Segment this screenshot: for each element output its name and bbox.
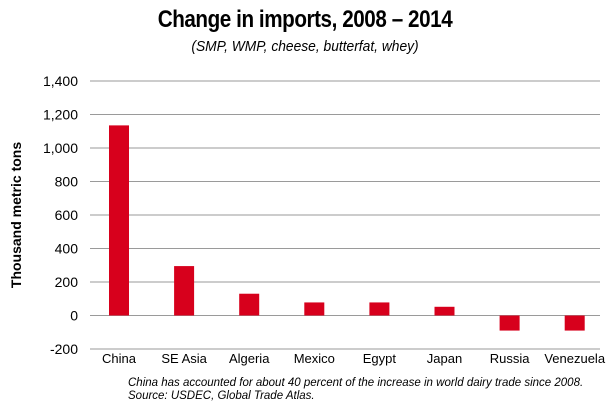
y-axis-label: Thousand metric tons <box>8 142 24 288</box>
chart-title: Change in imports, 2008 – 2014 <box>157 6 453 33</box>
bar-venezuela <box>564 315 585 331</box>
bar-china <box>109 125 129 316</box>
bar-se-asia <box>174 266 195 316</box>
x-tick-label: Japan <box>427 351 462 366</box>
bars <box>109 125 585 331</box>
gridlines <box>90 80 600 350</box>
footnote: China has accounted for about 40 percent… <box>128 377 583 403</box>
y-tick-label: 1,200 <box>43 107 78 123</box>
bar-algeria <box>239 293 260 316</box>
footnote-source: Source: USDEC, Global Trade Atlas. <box>128 390 315 402</box>
bar-mexico <box>304 302 325 316</box>
x-tick-label: China <box>102 351 137 366</box>
chart-subtitle: (SMP, WMP, cheese, butterfat, whey) <box>191 38 419 55</box>
bar-egypt <box>369 302 390 316</box>
x-tick-label: Egypt <box>363 351 397 366</box>
footnote-note: China has accounted for about 40 percent… <box>128 377 584 389</box>
y-tick-label: 1,000 <box>43 140 78 156</box>
y-tick-label: 1,400 <box>43 73 78 89</box>
y-tick-label: 200 <box>55 274 79 290</box>
x-tick-label: SE Asia <box>161 351 207 366</box>
y-tick-label: 400 <box>55 241 79 257</box>
x-tick-label: Algeria <box>229 351 270 366</box>
x-tick-label: Mexico <box>294 351 335 366</box>
bar-russia <box>499 315 520 331</box>
x-tick-label: Russia <box>490 351 531 366</box>
y-tick-label: 800 <box>55 174 79 190</box>
x-tick-labels: China SE Asia Algeria Mexico Egypt Japan Russi… <box>102 351 606 366</box>
y-tick-label: 0 <box>70 308 78 324</box>
y-tick-label: -200 <box>50 341 78 357</box>
x-tick-label: Venezuela <box>544 351 605 366</box>
y-tick-labels: -200 0 200 400 600 800 1,000 1,200 1,400 <box>43 73 78 357</box>
y-tick-label: 600 <box>55 207 79 223</box>
bar-japan <box>434 306 455 316</box>
